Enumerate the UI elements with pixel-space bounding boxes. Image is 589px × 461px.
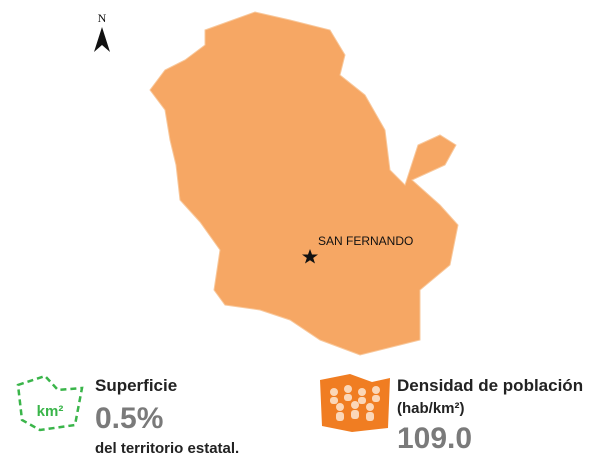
surface-title: Superficie xyxy=(95,376,177,395)
density-value: 109.0 xyxy=(397,422,472,455)
density-title: Densidad de población xyxy=(397,376,583,395)
municipality-shape xyxy=(149,11,459,356)
north-arrow xyxy=(94,27,110,52)
map: SAN FERNANDO N xyxy=(94,11,459,356)
surface-icon xyxy=(16,374,84,432)
surface-icon-label: km² xyxy=(37,403,64,420)
north-label: N xyxy=(98,11,107,25)
surface-note: del territorio estatal. xyxy=(95,440,239,457)
surface-value: 0.5% xyxy=(95,402,163,435)
density-unit: (hab/km²) xyxy=(397,400,465,417)
city-label: SAN FERNANDO xyxy=(318,234,413,248)
people-glyphs xyxy=(330,385,380,421)
density-block: Densidad de población (hab/km²) 109.0 xyxy=(320,374,583,455)
surface-block: km² Superficie 0.5% del territorio estat… xyxy=(16,374,239,457)
star xyxy=(302,249,318,264)
